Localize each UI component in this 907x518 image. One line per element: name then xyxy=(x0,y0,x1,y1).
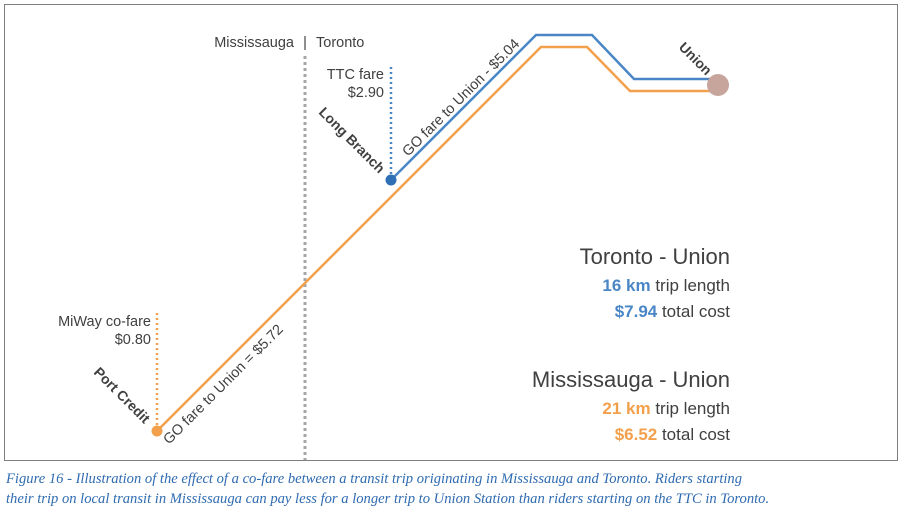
port-credit-station-marker xyxy=(151,425,163,437)
ttc-fare-label: TTC fare xyxy=(327,67,384,83)
region-label-toronto: Toronto xyxy=(316,35,364,51)
summary-cost: $6.52 xyxy=(615,425,658,444)
mississauga-union-summary: Mississauga - Union 21 km trip length $6… xyxy=(532,367,730,444)
figure-caption: Figure 16 - Illustration of the effect o… xyxy=(6,469,904,509)
caption-line-1: Figure 16 - Illustration of the effect o… xyxy=(6,471,743,487)
summary-cost-suffix: total cost xyxy=(657,425,730,444)
summary-trip-length: 21 km trip length xyxy=(602,399,730,418)
summary-cost: $7.94 xyxy=(615,302,658,321)
summary-km-suffix: trip length xyxy=(651,399,730,418)
region-separator: | xyxy=(303,35,307,51)
ttc-fare-value: $2.90 xyxy=(348,85,384,101)
summary-trip-length: 16 km trip length xyxy=(602,276,730,295)
summary-cost-suffix: total cost xyxy=(657,302,730,321)
summary-title: Toronto - Union xyxy=(580,244,730,269)
port-credit-station-label: Port Credit xyxy=(91,364,154,427)
summary-km: 21 km xyxy=(602,399,650,418)
region-label-mississauga: Mississauga xyxy=(214,35,295,51)
union-station-label: Union xyxy=(676,39,715,78)
toronto-route-line xyxy=(390,33,718,181)
summary-title: Mississauga - Union xyxy=(532,367,730,392)
summary-total-cost: $7.94 total cost xyxy=(615,302,731,321)
summary-km-suffix: trip length xyxy=(651,276,730,295)
miway-fare-label: MiWay co-fare xyxy=(58,314,151,330)
summary-km: 16 km xyxy=(602,276,650,295)
union-station-marker xyxy=(707,74,729,96)
long-branch-station-marker xyxy=(385,174,397,186)
diagram-frame xyxy=(4,4,898,461)
toronto-union-summary: Toronto - Union 16 km trip length $7.94 … xyxy=(580,244,731,321)
go-fare-toronto-label: GO fare to Union - $5.04 xyxy=(400,36,524,160)
mississauga-route-line xyxy=(156,45,718,432)
go-fare-mississauga-label: GO fare to Union = $5.72 xyxy=(161,322,287,448)
caption-line-2: their trip on local transit in Mississau… xyxy=(6,491,770,507)
miway-fare-value: $0.80 xyxy=(115,332,151,348)
summary-total-cost: $6.52 total cost xyxy=(615,425,731,444)
long-branch-station-label: Long Branch xyxy=(316,104,388,176)
